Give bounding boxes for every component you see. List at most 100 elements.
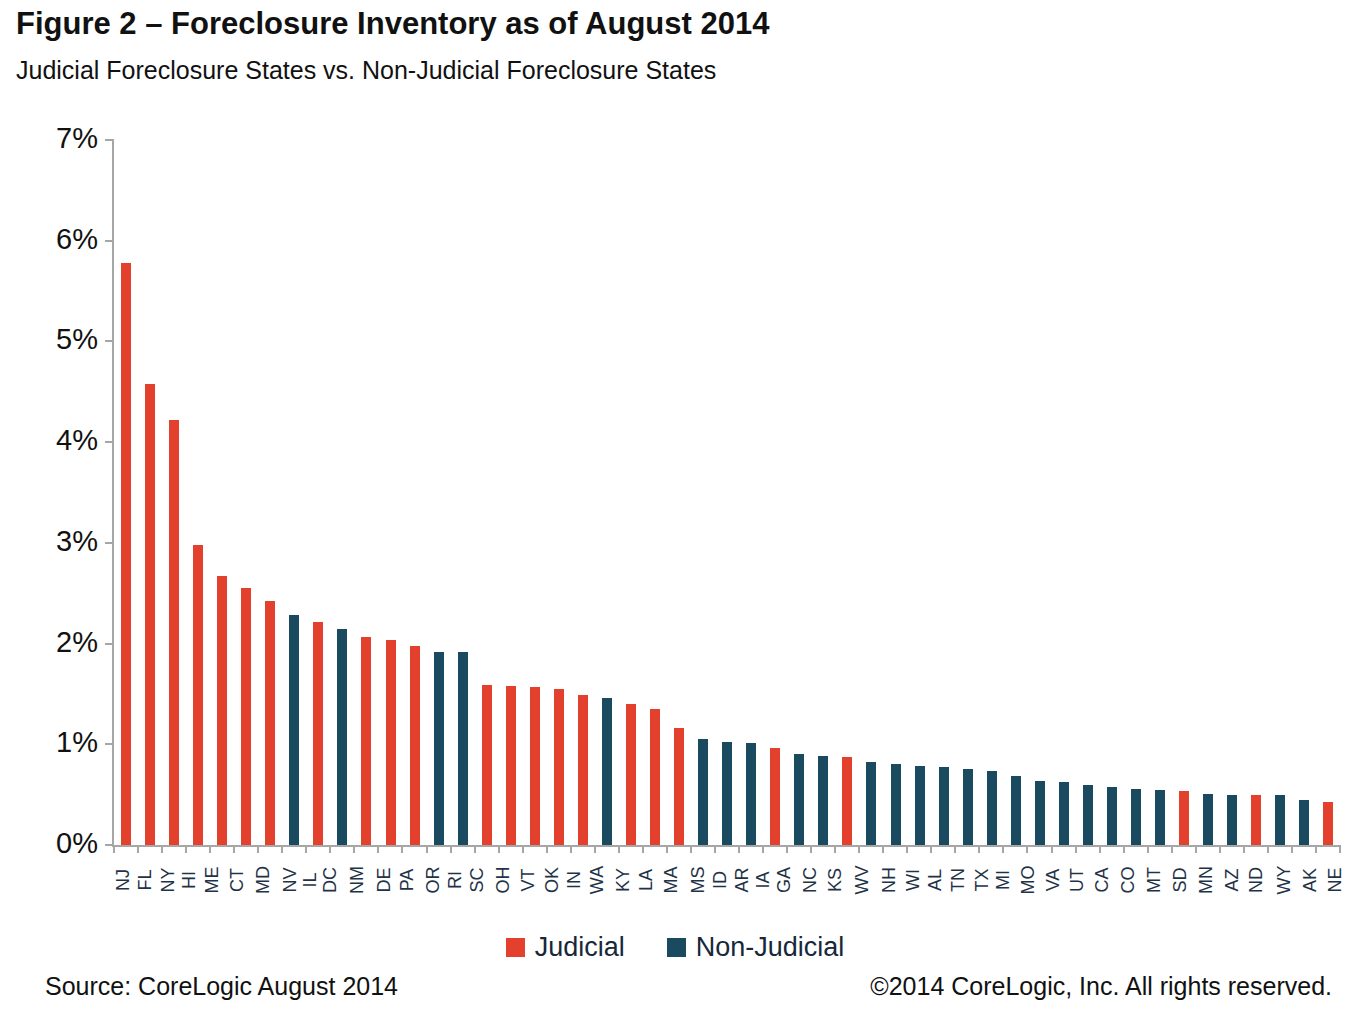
bar-FL xyxy=(145,384,155,845)
x-label-cell-IL: IL xyxy=(302,853,317,909)
x-label-ND: ND xyxy=(1247,867,1265,893)
x-tick xyxy=(474,845,476,853)
x-label-PA: PA xyxy=(398,869,416,892)
x-label-cell-NC: NC xyxy=(797,853,823,909)
x-tick xyxy=(1291,845,1293,853)
x-axis-labels: NJFLNYHIMECTMDNVILDCNMDEPAORRISCOHVTOKIN… xyxy=(112,853,1338,909)
source-note: Source: CoreLogic August 2014 xyxy=(45,972,398,1001)
bar-RI xyxy=(458,652,468,845)
x-label-HI: HI xyxy=(180,871,198,889)
bar-VT xyxy=(530,687,540,845)
x-label-NH: NH xyxy=(880,867,898,893)
bar-slot-UT xyxy=(1076,140,1100,845)
judicial-swatch-icon xyxy=(506,938,525,957)
x-label-cell-FL: FL xyxy=(134,853,155,909)
x-label-cell-WY: WY xyxy=(1269,853,1298,909)
bar-AR xyxy=(746,743,756,845)
bar-NM xyxy=(361,637,371,845)
bars xyxy=(114,140,1340,845)
bar-IL xyxy=(313,622,323,845)
bar-slot-MD xyxy=(258,140,282,845)
x-tick xyxy=(738,845,740,853)
bar-NY xyxy=(169,420,179,845)
x-label-MD: MD xyxy=(254,866,272,894)
figure-canvas: Figure 2 – Foreclosure Inventory as of A… xyxy=(0,0,1350,1012)
x-label-cell-WI: WI xyxy=(902,853,924,909)
x-label-cell-TX: TX xyxy=(970,853,993,909)
x-label-cell-LA: LA xyxy=(635,853,657,909)
x-tick xyxy=(233,845,235,853)
bar-slot-NE xyxy=(1316,140,1340,845)
x-label-cell-MS: MS xyxy=(684,853,711,909)
x-tick xyxy=(1219,845,1221,853)
bar-slot-CO xyxy=(1124,140,1148,845)
bar-slot-RI xyxy=(451,140,475,845)
x-label-cell-UT: UT xyxy=(1065,853,1089,909)
x-label-cell-RI: RI xyxy=(446,853,464,909)
x-label-cell-IA: IA xyxy=(754,853,771,909)
bar-slot-GA xyxy=(787,140,811,845)
x-label-cell-WA: WA xyxy=(583,853,611,909)
x-tick xyxy=(1147,845,1149,853)
bar-slot-CA xyxy=(1100,140,1124,845)
x-tick xyxy=(1315,845,1317,853)
bar-LA xyxy=(650,709,660,845)
x-label-KY: KY xyxy=(614,868,632,892)
x-label-TN: TN xyxy=(949,868,967,892)
bar-slot-LA xyxy=(643,140,667,845)
x-label-TX: TX xyxy=(973,868,991,891)
x-label-DE: DE xyxy=(375,867,393,892)
x-label-cell-KY: KY xyxy=(611,853,635,909)
bar-ME xyxy=(217,576,227,845)
x-tick xyxy=(377,845,379,853)
bar-slot-MS xyxy=(691,140,715,845)
bar-HI xyxy=(193,545,203,845)
x-label-VT: VT xyxy=(518,868,536,891)
x-tick xyxy=(161,845,163,853)
x-tick xyxy=(954,845,956,853)
x-label-cell-AR: AR xyxy=(729,853,754,909)
figure-subtitle: Judicial Foreclosure States vs. Non-Judi… xyxy=(16,56,716,85)
bar-SC xyxy=(482,685,492,845)
x-tick xyxy=(1099,845,1101,853)
bar-slot-ND xyxy=(1244,140,1268,845)
x-label-cell-NJ: NJ xyxy=(112,853,134,909)
bar-MI xyxy=(1011,776,1021,845)
x-label-WY: WY xyxy=(1275,866,1293,895)
bar-OK xyxy=(554,689,564,845)
x-tick xyxy=(450,845,452,853)
x-label-cell-CA: CA xyxy=(1089,853,1114,909)
bar-WV xyxy=(866,762,876,845)
bar-slot-MO xyxy=(1028,140,1052,845)
x-label-AR: AR xyxy=(733,867,751,892)
bar-slot-IL xyxy=(306,140,330,845)
bar-PA xyxy=(410,646,420,845)
y-tick-5% xyxy=(105,340,114,342)
x-label-cell-ME: ME xyxy=(198,853,225,909)
x-label-cell-NV: NV xyxy=(277,853,302,909)
bar-slot-SC xyxy=(475,140,499,845)
x-label-FL: FL xyxy=(136,869,154,890)
bar-slot-WV xyxy=(859,140,883,845)
bar-slot-WY xyxy=(1268,140,1292,845)
x-tick xyxy=(281,845,283,853)
bar-slot-SD xyxy=(1172,140,1196,845)
bar-MS xyxy=(698,739,708,845)
x-tick xyxy=(1051,845,1053,853)
x-label-NY: NY xyxy=(159,867,177,892)
x-tick xyxy=(1267,845,1269,853)
x-label-DC: DC xyxy=(321,867,339,893)
x-label-NV: NV xyxy=(281,867,299,892)
bar-MT xyxy=(1155,790,1165,845)
x-label-cell-NY: NY xyxy=(155,853,180,909)
bar-slot-TX xyxy=(980,140,1004,845)
x-tick xyxy=(810,845,812,853)
x-tick xyxy=(666,845,668,853)
x-tick xyxy=(1075,845,1077,853)
bar-CT xyxy=(241,588,251,845)
x-label-AZ: AZ xyxy=(1223,868,1241,891)
x-label-NC: NC xyxy=(801,867,819,893)
y-tick-2% xyxy=(105,643,114,645)
x-label-cell-MD: MD xyxy=(249,853,277,909)
x-tick xyxy=(305,845,307,853)
